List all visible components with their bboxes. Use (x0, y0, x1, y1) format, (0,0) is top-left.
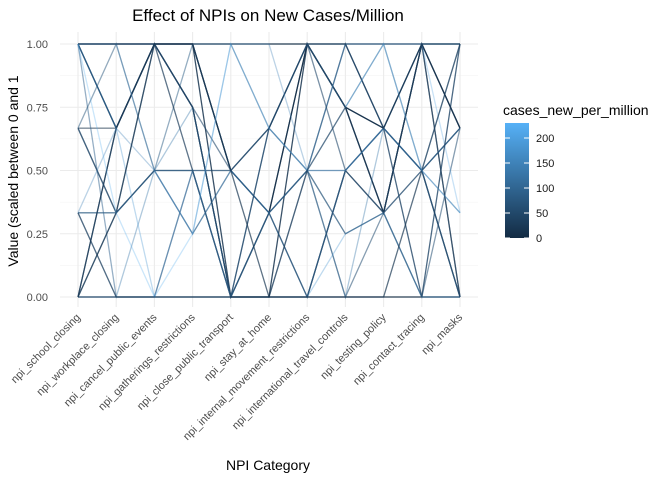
x-tick-label: npi_stay_at_home (202, 312, 274, 384)
y-tick-label: 0.50 (27, 166, 48, 178)
x-tick-label: npi_testing_policy (318, 311, 389, 382)
series-line (77, 41, 461, 299)
legend-tick-label: 150 (536, 158, 554, 170)
legend-tick-label: 100 (536, 183, 554, 195)
x-axis-ticks: npi_school_closingnpi_workplace_closingn… (9, 311, 466, 443)
legend-tick-label: 200 (536, 133, 554, 145)
color-legend: cases_new_per_million 0 50 100 150 200 (503, 102, 649, 245)
series-line (77, 43, 461, 236)
x-tick-label: npi_school_closing (9, 312, 83, 386)
y-axis-ticks: 0.00 0.25 0.50 0.75 1.00 (27, 39, 48, 304)
series-line (77, 42, 460, 299)
legend-tick-label: 0 (536, 233, 542, 245)
x-tick-label: npi_contact_tracing (351, 312, 427, 388)
x-axis-title: NPI Category (226, 457, 310, 473)
legend-title: cases_new_per_million (503, 102, 649, 118)
y-tick-label: 0.25 (27, 229, 48, 241)
chart-title: Effect of NPIs on New Cases/Million (132, 6, 404, 25)
y-axis-title: Value (scaled between 0 and 1 (5, 75, 21, 266)
x-tick-label: npi_masks (419, 311, 465, 357)
series-line (78, 43, 461, 298)
y-tick-label: 1.00 (27, 39, 48, 51)
y-tick-label: 0.00 (27, 292, 48, 304)
legend-colorbar (505, 123, 529, 238)
series-lines (77, 41, 461, 300)
series-line (77, 42, 461, 298)
legend-tick-label: 50 (536, 208, 548, 220)
y-tick-label: 0.75 (27, 102, 48, 114)
legend-ticks: 0 50 100 150 200 (505, 133, 554, 245)
